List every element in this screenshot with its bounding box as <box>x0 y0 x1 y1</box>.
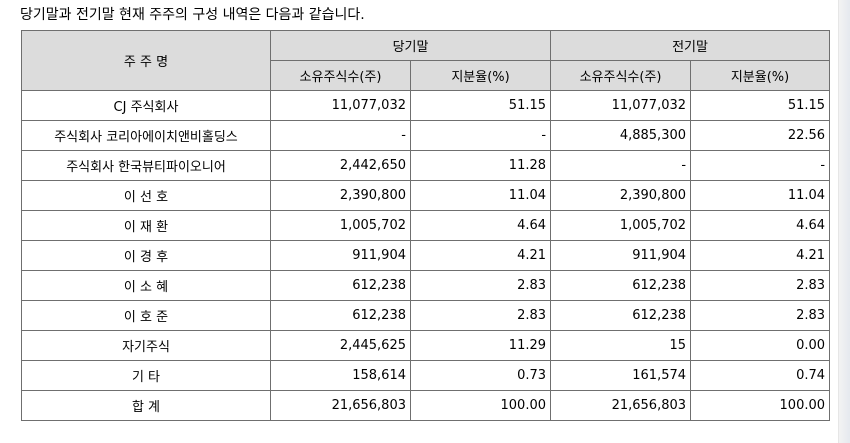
current-ratio: 4.21 <box>409 240 552 271</box>
current-ratio: 11.04 <box>409 180 552 211</box>
header-current-shares: 소유주식수(주) <box>270 60 411 91</box>
header-current-ratio: 지분율(%) <box>409 60 552 91</box>
prior-shares: 4,885,300 <box>550 120 692 151</box>
prior-shares: 1,005,702 <box>550 210 692 241</box>
current-ratio: 11.28 <box>409 150 552 181</box>
table-row: 이 경 후 911,904 4.21 911,904 4.21 <box>21 240 831 271</box>
prior-shares: 15 <box>550 330 692 361</box>
prior-ratio: 11.04 <box>690 180 831 211</box>
shareholder-name: 이 재 환 <box>21 210 271 241</box>
prior-ratio: 4.64 <box>690 210 831 241</box>
intro-text: 당기말과 전기말 현재 주주의 구성 내역은 다음과 같습니다. <box>20 7 365 23</box>
table-row: 이 호 준 612,238 2.83 612,238 2.83 <box>21 300 831 331</box>
window-edge <box>838 0 850 443</box>
prior-ratio: 51.15 <box>690 90 831 121</box>
header-row-1: 주 주 명 당기말 전기말 <box>21 30 831 91</box>
shareholder-name: 주식회사 코리아에이치앤비홀딩스 <box>21 120 271 151</box>
prior-ratio: 22.56 <box>690 120 831 151</box>
prior-ratio: - <box>690 150 831 181</box>
current-shares: 2,445,625 <box>270 330 411 361</box>
current-ratio: 11.29 <box>409 330 552 361</box>
shareholder-name: 이 소 혜 <box>21 270 271 301</box>
prior-ratio: 0.74 <box>690 360 831 391</box>
prior-shares: 21,656,803 <box>550 390 692 421</box>
current-ratio: 4.64 <box>409 210 552 241</box>
prior-shares: 612,238 <box>550 270 692 301</box>
current-shares: 1,005,702 <box>270 210 411 241</box>
shareholder-table: 주 주 명 당기말 전기말 소유주식수(주) 지분율(%) 소유주식수(주) 지… <box>21 30 831 421</box>
current-shares: 2,442,650 <box>270 150 411 181</box>
header-current-period: 당기말 <box>269 30 552 61</box>
shareholder-name: 이 선 호 <box>21 180 271 211</box>
shareholder-name: 합 계 <box>21 390 271 421</box>
shareholder-name: CJ 주식회사 <box>21 90 271 121</box>
current-shares: 2,390,800 <box>270 180 411 211</box>
prior-shares: 11,077,032 <box>550 90 692 121</box>
prior-ratio: 100.00 <box>690 390 831 421</box>
current-shares: 612,238 <box>270 270 411 301</box>
current-ratio: 51.15 <box>409 90 552 121</box>
prior-shares: - <box>550 150 692 181</box>
shareholder-name: 이 호 준 <box>21 300 271 331</box>
table-row: 이 소 혜 612,238 2.83 612,238 2.83 <box>21 270 831 301</box>
shareholder-name: 기 타 <box>21 360 271 391</box>
header-prior-shares: 소유주식수(주) <box>550 60 692 91</box>
current-shares: 911,904 <box>270 240 411 271</box>
current-shares: 21,656,803 <box>270 390 411 421</box>
current-shares: 612,238 <box>270 300 411 331</box>
header-prior-ratio: 지분율(%) <box>690 60 831 91</box>
current-ratio: 2.83 <box>409 300 552 331</box>
prior-ratio: 2.83 <box>690 300 831 331</box>
current-ratio: 0.73 <box>409 360 552 391</box>
shareholder-name: 주식회사 한국뷰티파이오니어 <box>21 150 271 181</box>
prior-shares: 911,904 <box>550 240 692 271</box>
header-shareholder: 주 주 명 <box>21 30 271 91</box>
current-ratio: 100.00 <box>409 390 552 421</box>
table-row: 기 타 158,614 0.73 161,574 0.74 <box>21 360 831 391</box>
current-shares: 158,614 <box>270 360 411 391</box>
shareholder-name: 이 경 후 <box>21 240 271 271</box>
prior-ratio: 4.21 <box>690 240 831 271</box>
prior-ratio: 0.00 <box>690 330 831 361</box>
header-prior-period: 전기말 <box>550 30 831 61</box>
table-row: 이 재 환 1,005,702 4.64 1,005,702 4.64 <box>21 210 831 241</box>
table-row: 주식회사 코리아에이치앤비홀딩스 - - 4,885,300 22.56 <box>21 120 831 151</box>
table-row: 자기주식 2,445,625 11.29 15 0.00 <box>21 330 831 361</box>
total-row: 합 계 21,656,803 100.00 21,656,803 100.00 <box>21 390 831 421</box>
shareholder-name: 자기주식 <box>21 330 271 361</box>
prior-shares: 2,390,800 <box>550 180 692 211</box>
current-shares: 11,077,032 <box>270 90 411 121</box>
prior-shares: 612,238 <box>550 300 692 331</box>
current-shares: - <box>270 120 411 151</box>
prior-shares: 161,574 <box>550 360 692 391</box>
table-row: CJ 주식회사 11,077,032 51.15 11,077,032 51.1… <box>21 90 831 121</box>
table-row: 이 선 호 2,390,800 11.04 2,390,800 11.04 <box>21 180 831 211</box>
current-ratio: 2.83 <box>409 270 552 301</box>
header-row-2: 소유주식수(주) 지분율(%) 소유주식수(주) 지분율(%) <box>22 60 831 91</box>
prior-ratio: 2.83 <box>690 270 831 301</box>
current-ratio: - <box>409 120 552 151</box>
table-row: 주식회사 한국뷰티파이오니어 2,442,650 11.28 - - <box>21 150 831 181</box>
